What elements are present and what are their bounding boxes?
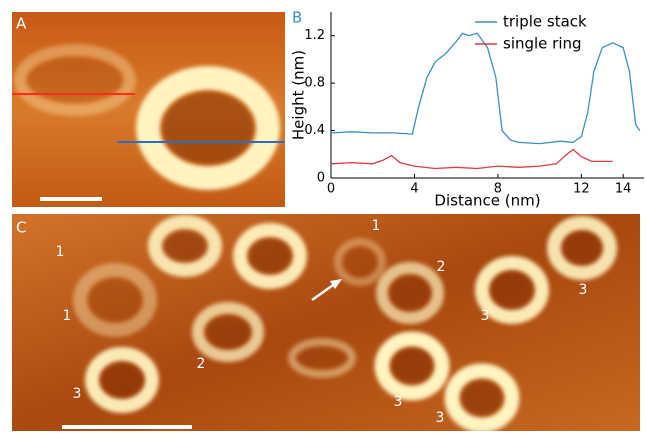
ring-hole (563, 232, 601, 264)
molecule-ring (73, 263, 157, 337)
oligomer-label: 2 (197, 356, 206, 372)
x-tick-label: 14 (615, 182, 632, 197)
oligomer-label: 1 (372, 218, 381, 234)
ring-hole (344, 248, 376, 276)
oligomer-label: 1 (63, 308, 72, 324)
y-axis-label: Height (nm) (290, 50, 308, 140)
line-series (330, 148, 613, 170)
oligomer-label: 2 (437, 259, 446, 275)
oligomer-label: 3 (394, 394, 403, 410)
panel-label: B (292, 9, 302, 27)
ring-hole (164, 231, 206, 261)
molecule-ring (547, 216, 617, 280)
ring-hole (28, 58, 122, 102)
oligomer-label: 3 (579, 282, 588, 298)
ring-hole (390, 276, 430, 310)
oligomer-label: 3 (481, 308, 490, 324)
ring-hole (491, 272, 533, 308)
x-tick-label: 0 (327, 182, 335, 197)
ring-hole (89, 279, 141, 321)
panel-label: A (16, 15, 27, 33)
arrow-head (330, 279, 342, 289)
molecule-ring (192, 302, 264, 362)
molecule-ring (136, 66, 280, 190)
oligomer-label: 3 (73, 386, 82, 402)
molecule-ring (376, 262, 444, 324)
panel-label: C (16, 219, 26, 237)
molecule-ring (475, 256, 549, 324)
y-tick-label: 0 (317, 171, 325, 186)
legend-label: single ring (503, 35, 582, 53)
line-series (330, 32, 641, 145)
molecule-ring (334, 238, 386, 286)
molecule-ring (444, 363, 520, 433)
ring-hole (391, 348, 433, 384)
x-tick-label: 4 (410, 182, 418, 197)
molecule-ring (148, 215, 222, 277)
x-tick-label: 12 (573, 182, 590, 197)
molecule-ring (288, 338, 356, 378)
ring-hole (461, 380, 503, 416)
molecule-ring (233, 223, 307, 289)
legend-label: triple stack (503, 13, 587, 31)
y-tick-label: 1.2 (304, 28, 325, 43)
ring-hole (162, 92, 254, 164)
arrow (311, 281, 337, 302)
ring-hole (206, 316, 250, 348)
ring-hole (298, 348, 346, 368)
y-tick-label: 0.4 (304, 123, 325, 138)
x-axis-label: Distance (nm) (434, 192, 540, 210)
oligomer-label: 3 (436, 410, 445, 426)
molecule-ring (14, 44, 136, 116)
ring-hole (249, 239, 291, 273)
oligomer-label: 1 (56, 244, 65, 260)
molecule-ring (85, 347, 159, 413)
molecule-ring (374, 331, 450, 401)
x-tick-label: 8 (494, 182, 502, 197)
ring-hole (101, 363, 143, 397)
y-tick-label: 0.8 (304, 76, 325, 91)
